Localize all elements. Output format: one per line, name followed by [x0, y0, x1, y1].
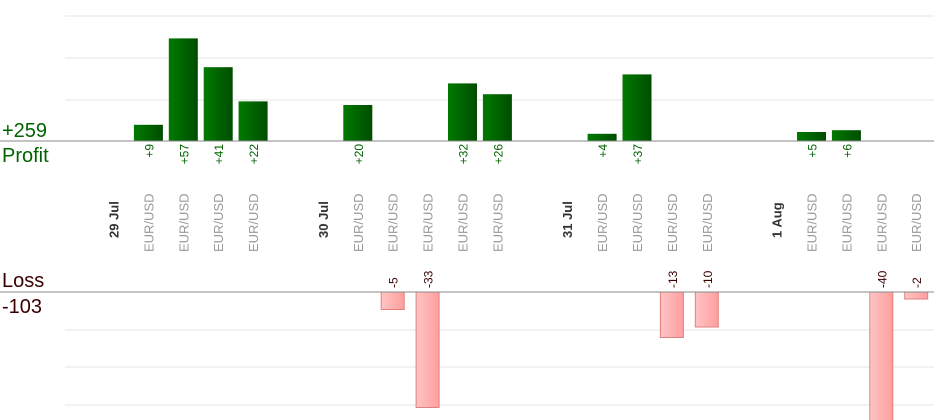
profit-bar — [482, 94, 512, 141]
tick-label: EUR/USD — [805, 193, 820, 252]
tick-label: EUR/USD — [874, 193, 889, 252]
tick-label: EUR/USD — [456, 193, 471, 252]
tick-label: EUR/USD — [211, 193, 226, 252]
profit-bar — [448, 83, 477, 141]
tick-label: EUR/USD — [351, 193, 366, 252]
data-label: +41 — [212, 144, 226, 165]
data-label: -5 — [387, 277, 401, 288]
profit-bar — [133, 124, 163, 141]
profit-bar — [797, 132, 826, 141]
data-label: -33 — [422, 270, 436, 288]
date-label: 1 Aug — [770, 202, 785, 238]
tick-label: EUR/USD — [246, 193, 261, 252]
profit-bar — [622, 74, 652, 141]
data-label: +4 — [596, 144, 610, 158]
tick-label: EUR/USD — [700, 193, 715, 252]
labels-group: 29 Jul EUR/USD +9 EUR/USD +57 EUR/USD +41 EUR/U… — [107, 144, 925, 288]
profit-bar — [168, 38, 198, 141]
loss-bar — [694, 291, 719, 328]
date-label: 29 Jul — [107, 201, 122, 238]
tick-label: EUR/USD — [490, 193, 505, 252]
data-label: +22 — [247, 144, 261, 165]
profit-total: +259 — [2, 120, 47, 142]
tick-label: EUR/USD — [630, 193, 645, 252]
data-label: -40 — [875, 270, 889, 288]
data-label: -2 — [910, 277, 924, 288]
profit-bar — [587, 133, 617, 141]
data-label: -13 — [666, 270, 680, 288]
tick-label: EUR/USD — [595, 193, 610, 252]
data-label: +20 — [352, 144, 366, 165]
loss-label: Loss — [2, 270, 44, 292]
data-label: +5 — [806, 144, 820, 158]
tick-label: EUR/USD — [421, 193, 436, 252]
profit-bar — [238, 101, 268, 141]
loss-total: -103 — [2, 296, 42, 318]
profit-bar — [343, 105, 373, 141]
data-label: +26 — [491, 144, 505, 165]
data-label: +6 — [840, 144, 854, 158]
data-label: +57 — [177, 144, 191, 165]
tick-label: EUR/USD — [665, 193, 680, 252]
tick-label: EUR/USD — [909, 193, 924, 252]
date-label: 31 Jul — [560, 201, 575, 238]
loss-bar — [380, 291, 405, 310]
loss-bar — [904, 291, 929, 300]
bars-group — [133, 38, 929, 420]
loss-bar — [415, 291, 440, 408]
data-label: +32 — [457, 144, 471, 165]
profit-bar — [831, 130, 861, 141]
profit-bar — [203, 67, 233, 141]
tick-label: EUR/USD — [176, 193, 191, 252]
data-label: +37 — [631, 144, 645, 165]
loss-bar — [659, 291, 684, 338]
data-label: -10 — [701, 270, 715, 288]
axis-group — [0, 140, 934, 293]
tick-label: EUR/USD — [839, 193, 854, 252]
profit-label: Profit — [2, 145, 49, 167]
data-label: +9 — [142, 144, 156, 158]
date-label: 30 Jul — [316, 201, 331, 238]
tick-label: EUR/USD — [386, 193, 401, 252]
tick-label: EUR/USD — [141, 193, 156, 252]
loss-bar — [869, 291, 894, 420]
